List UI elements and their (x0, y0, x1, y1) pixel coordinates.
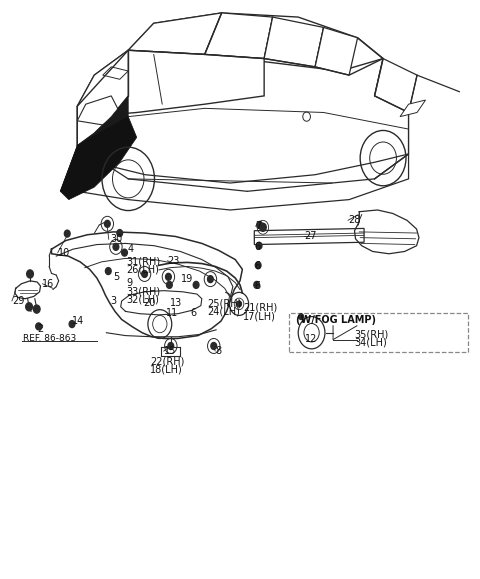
Circle shape (142, 270, 147, 277)
Text: 15: 15 (164, 346, 176, 356)
Polygon shape (103, 67, 128, 79)
Circle shape (299, 314, 303, 320)
Text: 29: 29 (12, 296, 24, 306)
Circle shape (207, 276, 213, 283)
Circle shape (117, 229, 122, 236)
Text: 24(LH): 24(LH) (207, 306, 240, 316)
Text: 23: 23 (168, 256, 180, 266)
Text: 26(LH): 26(LH) (126, 265, 159, 275)
Text: 12: 12 (305, 334, 317, 344)
Text: 6: 6 (191, 307, 196, 317)
Text: 5: 5 (113, 272, 120, 282)
Polygon shape (77, 50, 264, 116)
Text: 4: 4 (128, 244, 134, 254)
Polygon shape (77, 154, 408, 210)
Polygon shape (60, 96, 128, 191)
Text: 21(RH): 21(RH) (243, 303, 277, 313)
Text: 34(LH): 34(LH) (355, 338, 387, 347)
Polygon shape (400, 100, 426, 116)
Text: 32(LH): 32(LH) (126, 295, 159, 305)
Circle shape (260, 223, 266, 231)
Circle shape (168, 343, 174, 350)
Text: 10: 10 (58, 248, 70, 258)
Polygon shape (204, 13, 273, 58)
Text: 31(RH): 31(RH) (126, 257, 160, 267)
Text: 35(RH): 35(RH) (355, 329, 389, 339)
Polygon shape (315, 27, 358, 75)
Circle shape (27, 270, 34, 278)
Circle shape (113, 243, 119, 250)
Circle shape (257, 222, 263, 229)
Text: 30: 30 (110, 234, 122, 244)
Polygon shape (264, 17, 324, 67)
Polygon shape (60, 116, 137, 200)
Text: 6: 6 (254, 281, 261, 291)
Text: 6: 6 (254, 242, 261, 252)
Polygon shape (128, 13, 222, 54)
Polygon shape (374, 58, 417, 112)
Text: REF. 86-863: REF. 86-863 (24, 334, 77, 343)
Polygon shape (128, 13, 383, 71)
Text: 20: 20 (144, 298, 156, 309)
Circle shape (64, 230, 70, 237)
Text: 25(RH): 25(RH) (207, 298, 242, 309)
Text: 14: 14 (72, 316, 84, 326)
Circle shape (36, 323, 41, 330)
Polygon shape (254, 229, 364, 244)
Circle shape (237, 301, 241, 307)
Polygon shape (77, 50, 128, 146)
Circle shape (26, 303, 33, 311)
Circle shape (254, 281, 260, 288)
Text: 19: 19 (181, 274, 193, 284)
Text: (W/FOG LAMP): (W/FOG LAMP) (296, 315, 376, 325)
Circle shape (106, 267, 111, 274)
Circle shape (166, 273, 171, 280)
Circle shape (255, 262, 261, 269)
Circle shape (34, 305, 40, 313)
Text: 16: 16 (42, 278, 55, 289)
Circle shape (256, 242, 262, 249)
Text: 3: 3 (110, 296, 116, 306)
Text: 6: 6 (254, 262, 261, 272)
Circle shape (211, 343, 216, 350)
Circle shape (69, 321, 75, 328)
Text: 18(LH): 18(LH) (150, 364, 183, 374)
Text: 7: 7 (255, 221, 262, 231)
Circle shape (105, 221, 110, 228)
Circle shape (167, 281, 172, 288)
Text: 2: 2 (37, 324, 44, 334)
Text: 11: 11 (166, 307, 178, 317)
Text: 33(RH): 33(RH) (126, 287, 160, 297)
Text: 9: 9 (126, 277, 132, 288)
Text: 27: 27 (304, 232, 316, 241)
Circle shape (193, 281, 199, 288)
Text: 17(LH): 17(LH) (243, 311, 276, 321)
Polygon shape (77, 96, 120, 125)
Text: 22(RH): 22(RH) (150, 357, 185, 367)
Text: 28: 28 (348, 215, 360, 225)
Text: 13: 13 (170, 298, 182, 309)
Circle shape (121, 249, 127, 256)
Text: 8: 8 (215, 346, 221, 356)
